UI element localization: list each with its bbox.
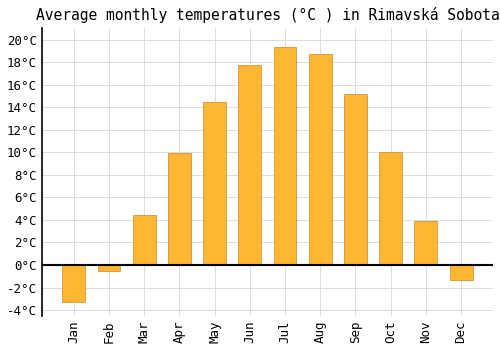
Bar (379, 152, 402, 265)
Bar (168, 153, 191, 265)
Bar (238, 65, 262, 265)
Bar (309, 54, 332, 265)
Bar (132, 215, 156, 265)
Bar (98, 265, 120, 271)
Bar (203, 102, 226, 265)
Bar (62, 265, 85, 302)
Bar (450, 265, 472, 280)
Title: Average monthly temperatures (°C ) in Rimavská Sobota: Average monthly temperatures (°C ) in Ri… (36, 7, 500, 23)
Bar (274, 48, 296, 265)
Bar (344, 94, 367, 265)
Bar (414, 221, 438, 265)
